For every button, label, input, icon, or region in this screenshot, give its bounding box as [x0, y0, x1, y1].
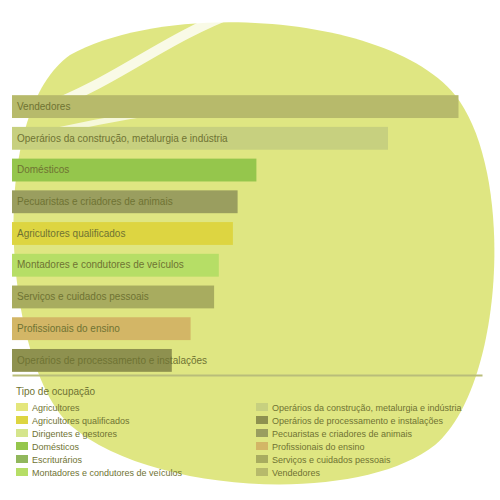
bar	[12, 254, 219, 277]
legend-label: Operários de processamento e instalações	[272, 416, 444, 426]
legend-item: Escriturários	[16, 455, 83, 465]
bar	[12, 317, 191, 340]
bars	[12, 95, 459, 372]
category-label: Operários de processamento e instalações	[17, 355, 207, 366]
category-label: Vendedores	[17, 101, 70, 112]
legend-swatch	[16, 455, 28, 463]
legend-item: Operários da construção, metalurgia e in…	[256, 403, 462, 413]
legend-label: Agricultores	[32, 403, 80, 413]
legend-swatch	[256, 468, 268, 476]
category-label: Montadores e condutores de veículos	[17, 259, 184, 270]
chart-svg: Vendedores Operários da construção, metal…	[0, 0, 500, 500]
legend-item: Agricultores qualificados	[16, 416, 130, 426]
bar	[12, 222, 233, 245]
y-tick: Domésticos	[17, 164, 69, 175]
bar	[12, 286, 214, 309]
legend-label: Vendedores	[272, 468, 321, 478]
legend-swatch	[16, 403, 28, 411]
legend-item: Profissionais do ensino	[256, 442, 365, 452]
legend-swatch	[256, 416, 268, 424]
legend-title: Tipo de ocupação	[16, 386, 96, 397]
legend: Tipo de ocupação Agricultores Agricultores…	[16, 386, 462, 478]
y-tick: Profissionais do ensino	[17, 323, 120, 334]
legend-label: Domésticos	[32, 442, 80, 452]
decor-stripe	[40, 10, 240, 110]
y-tick: Agricultores qualificados	[17, 228, 125, 239]
legend-item: Vendedores	[256, 468, 321, 478]
bar	[12, 95, 459, 118]
legend-label: Escriturários	[32, 455, 83, 465]
legend-item: Montadores e condutores de veículos	[16, 468, 183, 478]
legend-label: Pecuaristas e criadores de animais	[272, 429, 413, 439]
legend-item: Domésticos	[16, 442, 80, 452]
legend-label: Profissionais do ensino	[272, 442, 365, 452]
legend-item: Operários de processamento e instalações	[256, 416, 444, 426]
legend-swatch	[256, 442, 268, 450]
category-label: Domésticos	[17, 164, 69, 175]
legend-item: Dirigentes e gestores	[16, 429, 118, 439]
y-tick: Serviços e cuidados pessoais	[17, 291, 149, 302]
legend-swatch	[256, 455, 268, 463]
category-label: Serviços e cuidados pessoais	[17, 291, 149, 302]
x-axis-line	[13, 375, 483, 377]
bar	[12, 159, 256, 182]
chart-container: Vendedores Operários da construção, metal…	[0, 0, 500, 500]
legend-label: Operários da construção, metalurgia e in…	[272, 403, 462, 413]
legend-label: Montadores e condutores de veículos	[32, 468, 183, 478]
x-axis	[13, 375, 483, 376]
bar	[12, 127, 388, 150]
legend-item: Pecuaristas e criadores de animais	[256, 429, 413, 439]
legend-label: Serviços e cuidados pessoais	[272, 455, 391, 465]
y-tick: Operários de processamento e instalações	[17, 355, 207, 366]
legend-label: Agricultores qualificados	[32, 416, 130, 426]
category-label: Pecuaristas e criadores de animais	[17, 196, 173, 207]
y-tick: Pecuaristas e criadores de animais	[17, 196, 173, 207]
legend-item: Agricultores	[16, 403, 80, 413]
legend-item: Serviços e cuidados pessoais	[256, 455, 391, 465]
legend-swatch	[256, 429, 268, 437]
category-label: Profissionais do ensino	[17, 323, 120, 334]
legend-label: Dirigentes e gestores	[32, 429, 118, 439]
legend-swatch	[16, 416, 28, 424]
category-label: Agricultores qualificados	[17, 228, 125, 239]
legend-swatch	[256, 403, 268, 411]
category-label: Operários da construção, metalurgia e in…	[17, 133, 228, 144]
y-axis: Vendedores Operários da construção, metal…	[17, 101, 228, 366]
legend-swatch	[16, 468, 28, 476]
legend-swatch	[16, 442, 28, 450]
y-tick: Montadores e condutores de veículos	[17, 259, 184, 270]
y-tick: Vendedores	[17, 101, 70, 112]
bar	[12, 190, 238, 213]
y-tick: Operários da construção, metalurgia e in…	[17, 133, 228, 144]
legend-swatch	[16, 429, 28, 437]
